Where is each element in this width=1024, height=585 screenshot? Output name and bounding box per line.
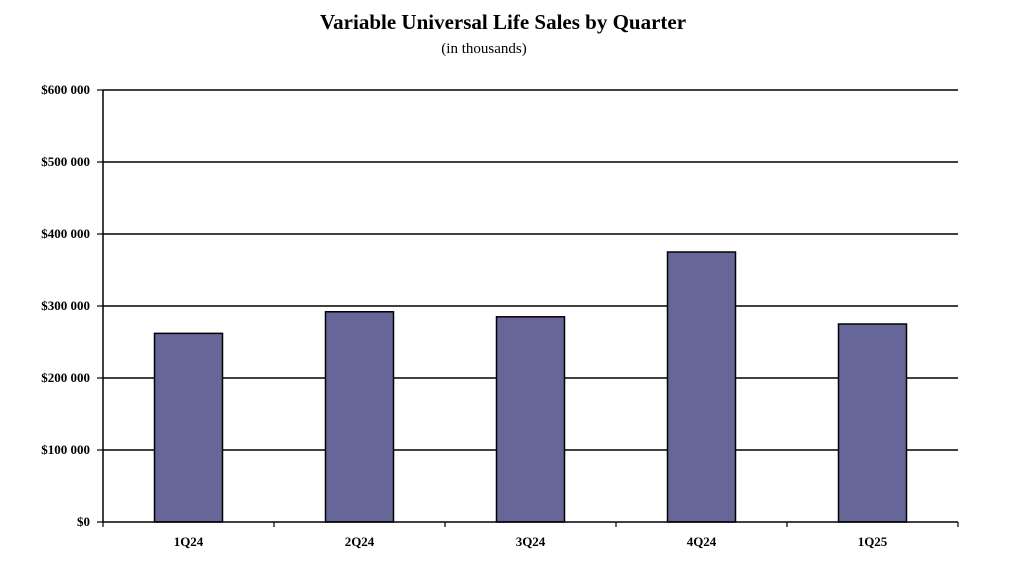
x-tick-label: 1Q25	[858, 534, 888, 549]
y-tick-label: $400 000	[41, 226, 90, 241]
y-tick-label: $0	[77, 514, 90, 529]
x-tick-label: 3Q24	[516, 534, 546, 549]
chart-title: Variable Universal Life Sales by Quarter	[320, 10, 686, 34]
y-tick-label: $200 000	[41, 370, 90, 385]
bar	[837, 323, 908, 523]
x-tick-label: 4Q24	[687, 534, 717, 549]
gridlines	[103, 89, 958, 451]
y-tick-label: $300 000	[41, 298, 90, 313]
bar	[666, 251, 737, 523]
chart-subtitle: (in thousands)	[441, 41, 526, 57]
x-tick-label: 2Q24	[345, 534, 375, 549]
bar	[324, 311, 395, 523]
y-tick-label: $600 000	[41, 82, 90, 97]
y-tick-label: $100 000	[41, 442, 90, 457]
bar	[495, 316, 566, 523]
bars	[153, 251, 908, 523]
y-tick-labels: $0 $100 000 $200 000 $300 000 $400 000 $500 0…	[41, 82, 90, 529]
x-tick-labels: 1Q24 2Q24 3Q24 4Q24 1Q25	[174, 534, 888, 549]
bar	[153, 332, 224, 523]
y-tick-label: $500 000	[41, 154, 90, 169]
x-tick-label: 1Q24	[174, 534, 204, 549]
axes	[97, 89, 959, 527]
